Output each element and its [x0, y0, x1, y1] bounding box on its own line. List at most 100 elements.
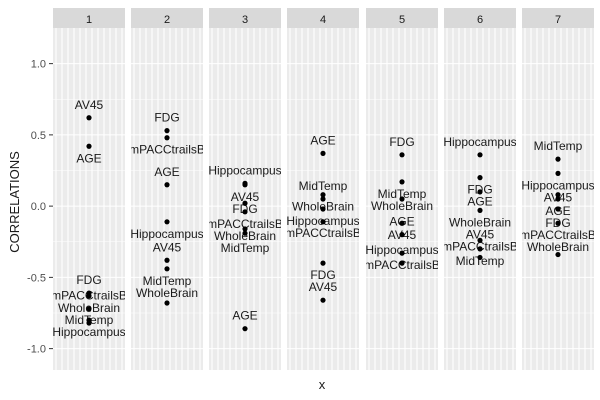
facet-strip [131, 8, 203, 28]
point-labels: HippocampusFDGAGEWholeBrainAV45MidTempmP… [443, 135, 516, 268]
facet-strip [522, 8, 594, 28]
point-label: mPACCtrailsB [520, 228, 596, 242]
data-point [320, 196, 326, 202]
point-label: mPACCtrailsB [129, 143, 205, 157]
data-point [320, 260, 326, 266]
point-label: FDG [154, 111, 179, 125]
data-point [242, 226, 248, 232]
point-label: WholeBrain [214, 229, 276, 243]
data-point [86, 115, 92, 121]
facet-strip [53, 8, 125, 28]
point-labels: MidTempHippocampusAV45AGEFDGmPACCtrailsB… [520, 139, 596, 254]
data-point [555, 220, 561, 226]
data-point [242, 182, 248, 188]
point-label: Hippocampus [365, 243, 438, 257]
facet-strip-label: 6 [477, 14, 483, 26]
data-point [555, 196, 561, 202]
point-label: AGE [310, 133, 335, 147]
point-label: MidTemp [456, 254, 505, 268]
point-label: WholeBrain [527, 240, 589, 254]
point-label: MidTemp [143, 274, 192, 288]
data-point [320, 219, 326, 225]
data-point [86, 143, 92, 149]
point-label: AV45 [309, 280, 338, 294]
data-point [164, 182, 170, 188]
point-label: AV45 [75, 98, 104, 112]
data-point [555, 156, 561, 162]
data-point [477, 254, 483, 261]
facet-panel-1: 1AV45AGEFDGWholeBrainmPACCtrailsBHippoca… [52, 8, 125, 370]
y-tick-label: -1.0 [27, 344, 46, 356]
data-point [242, 326, 248, 332]
data-point [320, 192, 326, 198]
data-point [86, 293, 92, 299]
facet-panels: 1AV45AGEFDGWholeBrainmPACCtrailsBHippoca… [52, 8, 596, 370]
point-label: MidTemp [378, 187, 427, 201]
y-axis-title: CORRELATIONS [7, 151, 22, 253]
point-labels: Hippocampus AV45FDGmPACCtrailsBWholeBrain… [207, 163, 283, 323]
facet-panel-7: 7MidTempHippocampusAV45AGEFDGmPACCtrails… [520, 8, 596, 370]
facet-strip-label: 5 [399, 14, 405, 26]
data-point [242, 200, 248, 206]
facet-strip-label: 3 [242, 14, 248, 26]
point-label: Hippocampus [130, 227, 203, 241]
data-point [399, 260, 405, 266]
x-axis-title: x [319, 377, 326, 392]
point-label: MidTemp [299, 179, 348, 193]
point-label: AGE [154, 165, 179, 179]
data-point [399, 232, 405, 238]
facet-strip-label: 2 [164, 14, 170, 26]
y-tick-label: 1.0 [31, 59, 46, 71]
data-point [164, 135, 170, 141]
point-label: mPACCtrailsB [207, 217, 283, 231]
data-point [477, 152, 483, 158]
facet-strip [366, 8, 438, 28]
point-label: Hippocampus [208, 163, 281, 177]
point-label: AGE [467, 195, 492, 209]
data-point [320, 206, 326, 212]
point-label: Hippocampus [521, 178, 594, 192]
point-label: MidTemp [534, 139, 583, 153]
point-label: AGE [76, 151, 101, 165]
point-label: AV45 [231, 190, 260, 204]
data-point [86, 306, 92, 312]
point-label: WholeBrain [449, 215, 511, 229]
data-point [164, 266, 170, 272]
y-tick-label: 0.5 [31, 130, 46, 142]
data-point [555, 206, 561, 212]
data-point [555, 170, 561, 176]
data-point [320, 150, 326, 156]
facet-panel-3: 3 Hippocampus AV45FDGmPACCtrailsBWholeBrai… [207, 8, 283, 370]
point-label: FDG [232, 202, 257, 216]
facet-panel-6: 6HippocampusFDGAGEWholeBrainAV45MidTempm… [443, 8, 516, 370]
point-label: Hippocampus [443, 135, 516, 149]
facet-strip-label: 4 [320, 14, 326, 26]
data-point [555, 192, 561, 198]
data-point [477, 246, 483, 252]
point-label: AV45 [153, 240, 182, 254]
data-point [242, 209, 248, 215]
data-point [555, 251, 561, 258]
point-label: Hippocampus [52, 325, 125, 339]
point-label: AGE [232, 309, 257, 323]
y-tick-label: 0.0 [31, 201, 46, 213]
data-point [242, 230, 248, 236]
point-label: AV45 [466, 227, 495, 241]
panel-background [131, 28, 203, 370]
y-tick-label: -0.5 [27, 272, 46, 284]
data-point [477, 189, 483, 195]
facet-panel-4: 4AGEWholeBrainMidTempHippocampusmPACCtra… [285, 8, 361, 370]
data-point [399, 179, 405, 185]
data-point [477, 175, 483, 181]
data-point [399, 250, 405, 256]
facet-panel-5: 5FDGMidTempWholeBrainAV45AGEmPACCtrailsB… [365, 8, 438, 370]
point-label: mPACCtrailsB [285, 226, 361, 240]
data-point [86, 320, 92, 326]
point-label: FDG [76, 273, 101, 287]
data-point [399, 220, 405, 226]
point-label: MidTemp [221, 241, 270, 255]
facet-strip [209, 8, 281, 28]
point-label: FDG [310, 268, 335, 282]
